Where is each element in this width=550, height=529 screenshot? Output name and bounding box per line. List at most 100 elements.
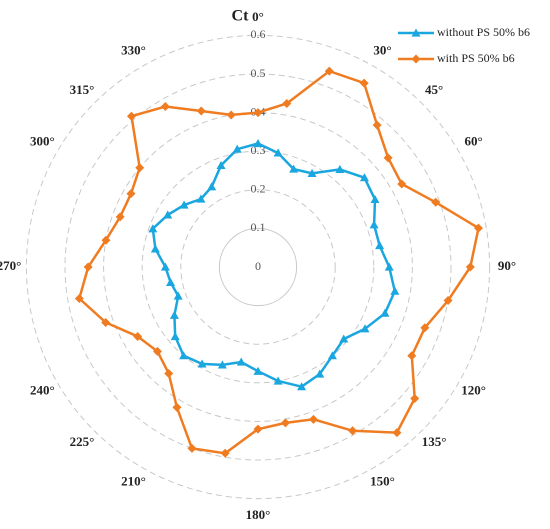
diamond-marker (83, 262, 93, 272)
diamond-marker (133, 331, 143, 341)
triangle-marker (289, 164, 299, 173)
diamond-marker (282, 99, 292, 109)
legend-label: without PS 50% b6 (437, 25, 530, 39)
diamond-marker (465, 262, 475, 272)
diamond-marker (187, 443, 197, 453)
diamond-marker (372, 120, 382, 130)
diamond-marker (220, 448, 230, 458)
grid-circle (180, 189, 336, 345)
triangle-marker (375, 241, 385, 250)
theta-tick-label: 150° (370, 474, 395, 489)
legend-item: with PS 50% b6 (398, 51, 515, 65)
theta-tick-label: 270° (0, 258, 21, 273)
series-line (77, 69, 480, 455)
theta-tick-label: 240° (30, 382, 55, 397)
diamond-marker (101, 317, 111, 327)
theta-tick-label: 120° (461, 382, 486, 397)
diamond-marker (308, 414, 318, 424)
diamond-marker (431, 197, 441, 207)
diamond-marker (324, 66, 334, 76)
triangle-marker (163, 210, 173, 219)
diamond-marker (253, 424, 263, 434)
diamond-marker (420, 323, 430, 333)
triangle-marker (236, 357, 246, 366)
triangle-marker (216, 160, 226, 170)
theta-tick-label: 330° (121, 42, 146, 57)
triangle-marker (160, 262, 170, 271)
triangle-marker (273, 148, 283, 157)
diamond-marker (410, 394, 420, 404)
grid-circle (25, 34, 491, 500)
theta-tick-label: 135° (422, 434, 447, 449)
diamond-marker (101, 235, 111, 245)
grid-circle (218, 227, 298, 307)
diamond-marker (135, 163, 145, 173)
r-tick-label: 0.6 (251, 27, 266, 41)
diamond-marker (473, 223, 483, 233)
r-tick-label: 0.2 (251, 182, 266, 196)
diamond-marker (443, 296, 453, 306)
triangle-marker (297, 382, 307, 391)
diamond-marker (407, 351, 417, 361)
triangle-marker (179, 351, 189, 360)
diamond-marker (115, 212, 125, 222)
triangle-marker (359, 173, 369, 182)
diamond-marker (126, 189, 136, 199)
triangle-marker (335, 164, 345, 174)
legend-label: with PS 50% b6 (437, 51, 515, 65)
theta-tick-label: 225° (70, 434, 95, 449)
legend-item: without PS 50% b6 (398, 25, 530, 39)
theta-tick-label: 300° (30, 133, 55, 148)
diamond-marker (126, 111, 136, 121)
grid-circle (141, 150, 375, 384)
diamond-marker (280, 418, 290, 428)
series-line (151, 142, 397, 389)
triangle-marker (307, 168, 317, 177)
diamond-marker (359, 78, 369, 88)
r-tick-label: 0.5 (251, 66, 266, 80)
triangle-marker (197, 359, 207, 368)
diamond-marker (152, 346, 162, 356)
diamond-marker (348, 426, 358, 436)
grid-circle (103, 112, 413, 422)
theta-tick-label: 30° (373, 42, 391, 57)
r-tick-label: 0.1 (251, 220, 266, 234)
triangle-marker (207, 182, 217, 191)
triangle-marker (273, 376, 283, 385)
theta-tick-label: 45° (425, 82, 443, 97)
grid-circle (64, 73, 452, 461)
triangle-marker (150, 244, 160, 253)
triangle-marker (173, 291, 183, 300)
triangle-marker (253, 366, 263, 375)
triangle-marker (196, 194, 206, 203)
triangle-marker (327, 351, 337, 360)
theta-tick-label: 210° (121, 474, 146, 489)
triangle-marker (253, 138, 263, 148)
triangle-marker (384, 262, 394, 271)
diamond-marker (164, 368, 174, 378)
diamond-marker (172, 402, 182, 412)
triangle-marker (148, 224, 158, 233)
diamond-marker (160, 102, 170, 112)
diamond-marker (253, 108, 263, 118)
diamond-marker (196, 106, 206, 116)
triangle-marker (380, 308, 390, 317)
diamond-marker (411, 54, 421, 64)
r-tick-label: 0 (255, 259, 261, 273)
theta-tick-label: 60° (465, 133, 483, 148)
triangle-marker (315, 369, 325, 378)
triangle-marker (179, 200, 189, 209)
triangle-marker (369, 220, 379, 229)
triangle-marker (217, 360, 227, 369)
theta-tick-label: 180° (246, 507, 271, 522)
triangle-marker (390, 286, 400, 295)
diamond-marker (392, 428, 402, 438)
triangle-marker (370, 194, 380, 204)
diamond-marker (383, 153, 393, 163)
triangle-marker (339, 334, 349, 343)
triangle-marker (170, 331, 180, 341)
theta-tick-label: 315° (70, 82, 95, 97)
theta-tick-label: 90° (498, 258, 516, 273)
diamond-marker (74, 294, 84, 304)
